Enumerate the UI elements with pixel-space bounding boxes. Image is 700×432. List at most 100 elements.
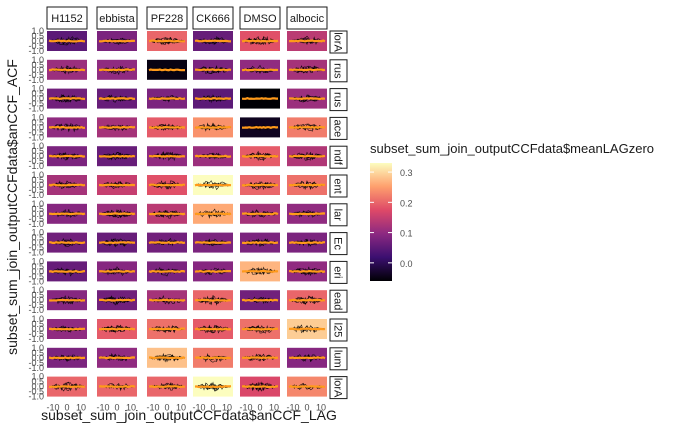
- mean-ccf-line: [242, 242, 278, 243]
- mean-ccf-line: [99, 357, 135, 358]
- mean-ccf-line: [49, 214, 85, 215]
- facet-panel: [147, 319, 187, 339]
- mean-ccf-line: [49, 185, 85, 186]
- mean-ccf-line: [242, 329, 278, 330]
- facet-panel: [147, 290, 187, 310]
- mean-ccf-line: [242, 271, 278, 272]
- facet-panel: [47, 31, 87, 51]
- facet-panel: [47, 319, 87, 339]
- mean-ccf-line: [149, 242, 185, 243]
- row-strip: Ec: [330, 233, 347, 255]
- mean-ccf-line: [195, 69, 231, 70]
- mean-ccf-line: [195, 214, 231, 215]
- facet-panel: [193, 117, 233, 137]
- mean-ccf-line: [49, 98, 85, 99]
- facet-panel: [193, 31, 233, 51]
- facet-panel: [97, 319, 137, 339]
- facet-panel: [193, 377, 233, 397]
- facet-panel: [287, 233, 327, 253]
- facet-panel: [193, 348, 233, 368]
- legend-tick-label: 0.2: [400, 198, 413, 208]
- facet-panel: [147, 60, 187, 80]
- mean-ccf-line: [242, 386, 278, 387]
- mean-ccf-line: [289, 127, 325, 128]
- mean-ccf-line: [242, 185, 278, 186]
- facet-panel: [287, 60, 327, 80]
- row-strip: ent: [330, 175, 347, 197]
- facet-panel: [287, 348, 327, 368]
- mean-ccf-line: [149, 300, 185, 301]
- mean-ccf-line: [49, 357, 85, 358]
- facet-panel: [193, 233, 233, 253]
- facet-panel: [97, 290, 137, 310]
- mean-ccf-line: [149, 271, 185, 272]
- row-strip-label: l25: [332, 323, 344, 338]
- facet-panel: [147, 89, 187, 109]
- mean-ccf-line: [99, 329, 135, 330]
- mean-ccf-line: [99, 41, 135, 42]
- mean-ccf-line: [289, 69, 325, 70]
- facet-panel: [287, 175, 327, 195]
- mean-ccf-line: [242, 98, 278, 99]
- mean-ccf-line: [195, 386, 231, 387]
- mean-ccf-line: [289, 41, 325, 42]
- column-strip-label: CK666: [196, 13, 230, 25]
- facet-panel: [240, 60, 280, 80]
- x-axis-title: subset_sum_join_outputCCFdata$anCCF_LAG: [41, 407, 337, 423]
- mean-ccf-line: [289, 98, 325, 99]
- fill-legend: subset_sum_join_outputCCFdata$meanLAGzer…: [370, 141, 654, 281]
- mean-ccf-line: [242, 127, 278, 128]
- facet-panel: [240, 31, 280, 51]
- facet-panel: [47, 146, 87, 166]
- facet-panel: [193, 319, 233, 339]
- facet-panel: [193, 89, 233, 109]
- mean-ccf-line: [99, 98, 135, 99]
- facet-panel: [193, 60, 233, 80]
- column-strip: DMSO: [240, 7, 280, 29]
- facet-panel: [240, 117, 280, 137]
- facet-panel: [47, 233, 87, 253]
- row-strip: l25: [330, 319, 347, 341]
- facet-panel: [240, 175, 280, 195]
- facet-panel: [147, 204, 187, 224]
- facet-panel: [240, 233, 280, 253]
- legend-tick-label: 0.1: [400, 229, 413, 239]
- row-strip: ead: [330, 290, 347, 312]
- mean-ccf-line: [289, 213, 325, 214]
- facet-panel: [240, 377, 280, 397]
- mean-ccf-line: [195, 329, 231, 330]
- facet-panel: [193, 261, 233, 281]
- mean-ccf-line: [195, 358, 231, 359]
- row-strip-label: lum: [332, 350, 344, 368]
- mean-ccf-line: [99, 127, 135, 128]
- y-axis-title: subset_sum_join_outputCCFdata$anCCF_ACF: [4, 59, 20, 355]
- column-strip-label: PF228: [151, 13, 183, 25]
- facet-panel: [287, 377, 327, 397]
- facet-panel: [97, 117, 137, 137]
- mean-ccf-line: [49, 69, 85, 70]
- column-strip-label: ebbista: [99, 13, 135, 25]
- mean-ccf-line: [99, 386, 135, 387]
- column-strip: PF228: [147, 7, 187, 29]
- facet-panel: [287, 117, 327, 137]
- facet-panel: [47, 290, 87, 310]
- mean-ccf-line: [195, 300, 231, 301]
- facet-panel: [97, 233, 137, 253]
- facet-panel: [193, 146, 233, 166]
- mean-ccf-line: [149, 98, 185, 99]
- mean-ccf-line: [149, 185, 185, 186]
- row-strip: lum: [330, 348, 347, 370]
- row-strip-label: rus: [332, 63, 344, 79]
- facet-panel: [240, 319, 280, 339]
- mean-ccf-line: [149, 386, 185, 387]
- facet-panel: [97, 31, 137, 51]
- row-strip: lorA: [330, 31, 347, 53]
- facet-panel: [240, 89, 280, 109]
- facet-panel: [47, 175, 87, 195]
- mean-ccf-line: [49, 127, 85, 128]
- row-strip: ace: [330, 117, 347, 139]
- mean-ccf-line: [242, 357, 278, 358]
- facet-panel: [147, 146, 187, 166]
- mean-ccf-line: [289, 185, 325, 186]
